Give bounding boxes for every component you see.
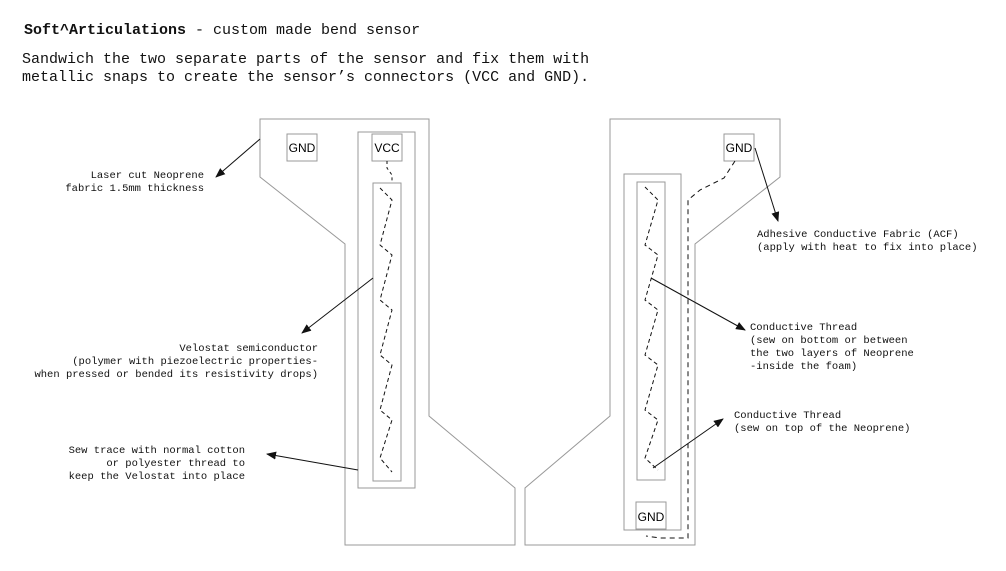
right-neoprene-outline: [524, 118, 781, 546]
right-sew-trace-rect: [623, 173, 682, 531]
title-tagline: - custom made bend sensor: [186, 22, 421, 39]
left-vcc-label: VCC: [374, 141, 400, 155]
left-gnd-box: [286, 133, 318, 162]
right-gnd-top-box: [723, 133, 755, 162]
label-thread-top: Conductive Thread (sew on top of the Neo…: [734, 410, 911, 435]
right-gnd-bottom-box: [635, 501, 667, 530]
right-gnd-lead: [645, 160, 736, 539]
right-velostat-rect: [636, 181, 666, 481]
arrow-acf: [754, 147, 780, 222]
left-neoprene-outline: [259, 118, 516, 546]
description: Sandwich the two separate parts of the s…: [22, 51, 590, 86]
right-velostat-zigzag: [644, 186, 659, 471]
left-vcc-lead: [386, 161, 393, 183]
left-velostat-rect: [372, 182, 402, 482]
brand-name: Soft^Articulations: [24, 22, 187, 39]
arrow-velostat: [301, 277, 374, 334]
label-acf: Adhesive Conductive Fabric (ACF) (apply …: [757, 229, 978, 254]
arrow-sew-trace: [266, 451, 359, 471]
arrow-thread-top: [652, 418, 724, 469]
left-gnd-label: GND: [289, 141, 316, 155]
left-velostat-zigzag: [379, 187, 393, 473]
left-sew-trace-rect: [357, 131, 416, 489]
right-gnd-top-label: GND: [726, 141, 753, 155]
label-thread-bottom: Conductive Thread (sew on bottom or betw…: [750, 322, 914, 373]
arrow-thread-bottom: [650, 277, 746, 331]
label-velostat: Velostat semiconductor (polymer with pie…: [34, 343, 318, 381]
label-neoprene: Laser cut Neoprene fabric 1.5mm thicknes…: [65, 170, 204, 195]
right-gnd-bottom-label: GND: [638, 510, 665, 524]
label-sew-trace: Sew trace with normal cotton or polyeste…: [68, 445, 245, 483]
arrow-neoprene: [215, 138, 261, 178]
page-title: Soft^Articulations - custom made bend se…: [24, 22, 420, 39]
